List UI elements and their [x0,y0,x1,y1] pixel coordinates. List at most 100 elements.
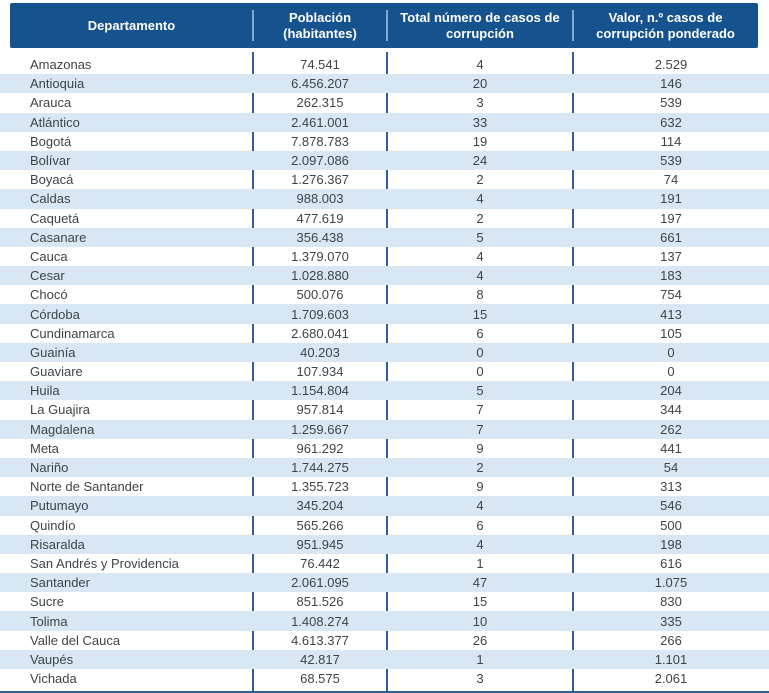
cell-valor: 830 [660,594,682,610]
cell-casos: 1 [476,555,484,571]
table-row: Valle del Cauca 4.613.377 26 266 [0,631,769,650]
cell-poblacion: 356.438 [296,229,344,245]
cell-poblacion: 477.619 [296,210,344,226]
cell-departamento: Cesar [30,268,65,284]
cell-valor: 661 [660,229,682,245]
cell-casos: 3 [476,95,484,111]
cell-departamento: Caquetá [30,210,80,226]
cell-valor: 114 [660,133,682,149]
cell-poblacion: 1.276.367 [291,172,349,188]
cell-valor: 313 [660,479,682,495]
cell-departamento: Vaupés [30,651,74,667]
cell-valor: 754 [660,287,682,303]
cell-casos: 4 [476,57,484,73]
cell-poblacion: 2.061.095 [291,575,349,591]
cell-valor: 191 [660,191,682,207]
cell-departamento: La Guajira [30,402,90,418]
cell-casos: 26 [472,632,488,648]
cell-casos: 3 [476,671,484,687]
cell-casos: 4 [476,248,484,264]
table-bottom-border [0,691,769,693]
cell-departamento: Sucre [30,594,64,610]
cell-casos: 4 [476,498,484,514]
table-row: Arauca 262.315 3 539 [0,93,769,112]
table-row: Huila 1.154.804 5 204 [0,381,769,401]
cell-poblacion: 40.203 [300,344,340,360]
table-row: Guaviare 107.934 0 0 [0,362,769,381]
cell-departamento: Amazonas [30,57,92,73]
cell-poblacion: 2.680.041 [291,325,349,341]
table-row: Cesar 1.028.880 4 183 [0,266,769,286]
cell-poblacion: 565.266 [296,517,344,533]
table-row: Chocó 500.076 8 754 [0,285,769,304]
cell-poblacion: 957.814 [296,402,344,418]
cell-departamento: Huila [30,383,60,399]
table-row: Caldas 988.003 4 191 [0,189,769,209]
cell-poblacion: 961.292 [296,440,344,456]
cell-departamento: Risaralda [30,536,85,552]
cell-poblacion: 1.744.275 [291,460,349,476]
cell-casos: 8 [476,287,484,303]
cell-departamento: Bolívar [30,153,71,169]
cell-valor: 74 [663,172,679,188]
cell-poblacion: 851.526 [296,594,344,610]
column-header-casos: Total número de casos de corrupción [400,9,560,41]
cell-casos: 4 [476,191,484,207]
cell-departamento: Arauca [30,95,72,111]
table-row: Quindío 565.266 6 500 [0,516,769,535]
cell-valor: 539 [660,95,682,111]
cell-casos: 47 [472,575,488,591]
cell-departamento: Atlántico [30,114,80,130]
cell-departamento: Nariño [30,460,69,476]
cell-casos: 6 [476,325,484,341]
cell-casos: 33 [472,114,488,130]
cell-poblacion: 42.817 [300,651,340,667]
cell-casos: 9 [476,440,484,456]
cell-poblacion: 1.408.274 [291,613,349,629]
table-row: San Andrés y Providencia 76.442 1 616 [0,554,769,573]
cell-casos: 4 [476,536,484,552]
table-row: Boyacá 1.276.367 2 74 [0,170,769,189]
cell-casos: 2 [476,210,484,226]
cell-valor: 632 [660,114,682,130]
table-row: Magdalena 1.259.667 7 262 [0,419,769,439]
cell-casos: 7 [476,402,484,418]
table-row: Antioquia 6.456.207 20 146 [0,74,769,94]
cell-casos: 9 [476,479,484,495]
cell-poblacion: 988.003 [296,191,344,207]
cell-casos: 2 [476,172,484,188]
table-row: Casanare 356.438 5 661 [0,227,769,247]
cell-departamento: Tolima [30,613,68,629]
cell-valor: 2.061 [654,671,688,687]
cell-poblacion: 262.315 [296,95,344,111]
table-row: Amazonas 74.541 4 2.529 [0,55,769,74]
cell-casos: 5 [476,229,484,245]
header-column-divider [386,10,388,41]
cell-poblacion: 4.613.377 [291,632,349,648]
table-row: Guainía 40.203 0 0 [0,342,769,362]
body-column-divider [386,52,388,693]
cell-poblacion: 951.945 [296,536,344,552]
cell-casos: 4 [476,268,484,284]
table-row: Norte de Santander 1.355.723 9 313 [0,477,769,496]
cell-poblacion: 68.575 [300,671,340,687]
cell-valor: 0 [667,364,675,380]
column-header-poblacion: Población (habitantes) [283,9,357,41]
cell-poblacion: 1.355.723 [291,479,349,495]
cell-valor: 546 [660,498,682,514]
cell-departamento: Vichada [30,671,77,687]
cell-valor: 137 [660,248,682,264]
table-body: Amazonas 74.541 4 2.529 Antioquia 6.456.207 20… [0,55,769,688]
cell-departamento: Boyacá [30,172,74,188]
column-header-departamento: Departamento [87,17,176,33]
cell-poblacion: 345.204 [296,498,344,514]
cell-departamento: Caldas [30,191,71,207]
table-row: Cauca 1.379.070 4 137 [0,247,769,266]
cell-valor: 2.529 [654,57,688,73]
cell-departamento: Guainía [30,344,76,360]
cell-casos: 19 [472,133,488,149]
cell-casos: 1 [476,651,484,667]
cell-poblacion: 2.461.001 [291,114,349,130]
cell-valor: 616 [660,555,682,571]
